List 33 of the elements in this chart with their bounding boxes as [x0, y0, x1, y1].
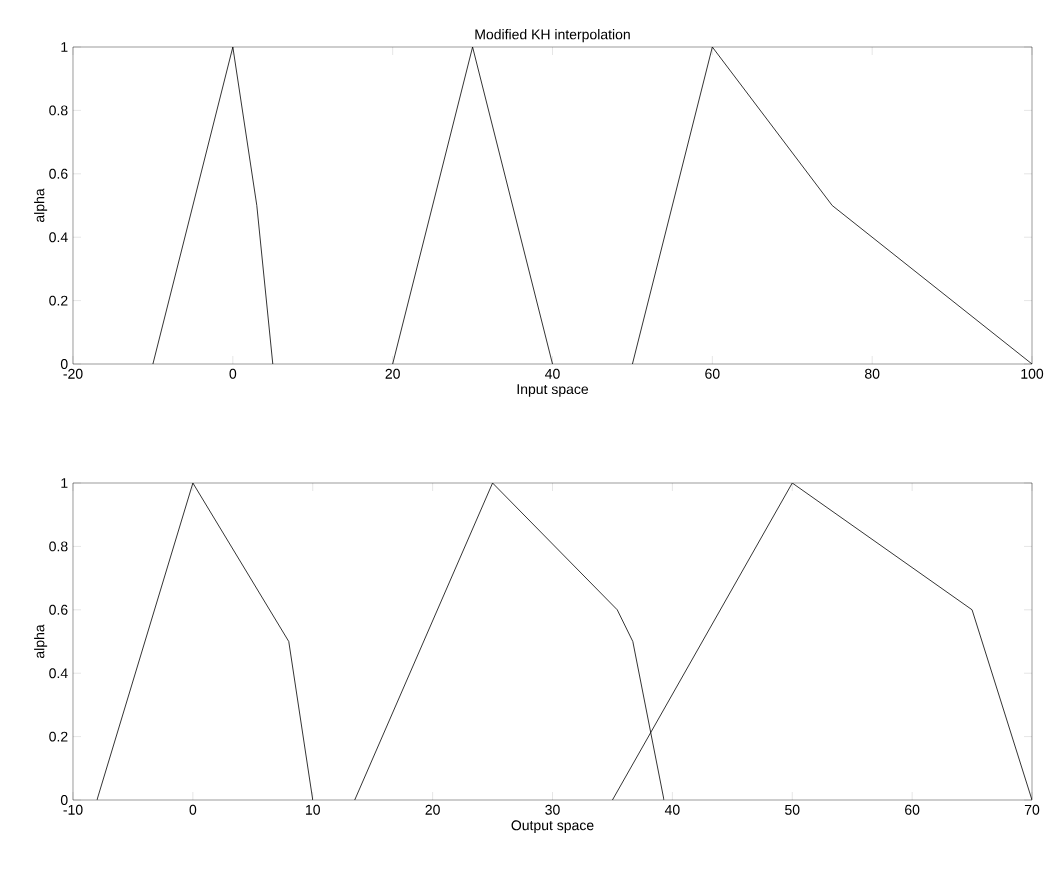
y-tick-label: 0.6: [49, 168, 68, 179]
y-tick-label: 0: [60, 795, 68, 805]
x-tick-label: 30: [545, 804, 560, 815]
y-tick-label: 1: [61, 478, 68, 488]
y-tick-label: 0.2: [49, 295, 68, 306]
y-tick-label: 0.4: [49, 668, 68, 679]
x-tick-label: 0: [229, 368, 237, 379]
y-tick-label: 0.2: [49, 731, 68, 742]
x-tick-label: 50: [785, 804, 800, 815]
x-tick-label: 20: [425, 804, 440, 815]
x-tick-label: 60: [905, 804, 920, 815]
x-tick-label: 10: [306, 804, 320, 815]
x-tick-label: -10: [63, 804, 83, 815]
x-tick-label: 70: [1024, 804, 1040, 815]
y-axis-title: alpha: [34, 188, 48, 223]
x-tick-label: 60: [705, 368, 720, 379]
y-axis-title: alpha: [34, 624, 48, 659]
x-tick-label: 0: [189, 804, 197, 815]
y-tick-label: 0.8: [49, 105, 68, 116]
x-axis-title: Output space: [511, 820, 594, 833]
x-tick-label: 40: [664, 804, 680, 815]
chart-title: Modified KH interpolation: [475, 29, 630, 43]
y-tick-label: 0: [60, 359, 68, 369]
x-tick-label: 80: [865, 368, 880, 379]
x-tick-label: 100: [1021, 368, 1044, 379]
x-tick-label: -20: [63, 368, 83, 379]
x-tick-label: 40: [545, 368, 560, 379]
y-tick-label: 1: [61, 42, 68, 52]
x-axis-title: Input space: [517, 384, 589, 397]
y-tick-label: 0.6: [49, 604, 68, 615]
y-tick-label: 0.4: [49, 232, 68, 243]
x-tick-label: 20: [385, 368, 400, 379]
y-tick-label: 0.8: [49, 541, 68, 552]
